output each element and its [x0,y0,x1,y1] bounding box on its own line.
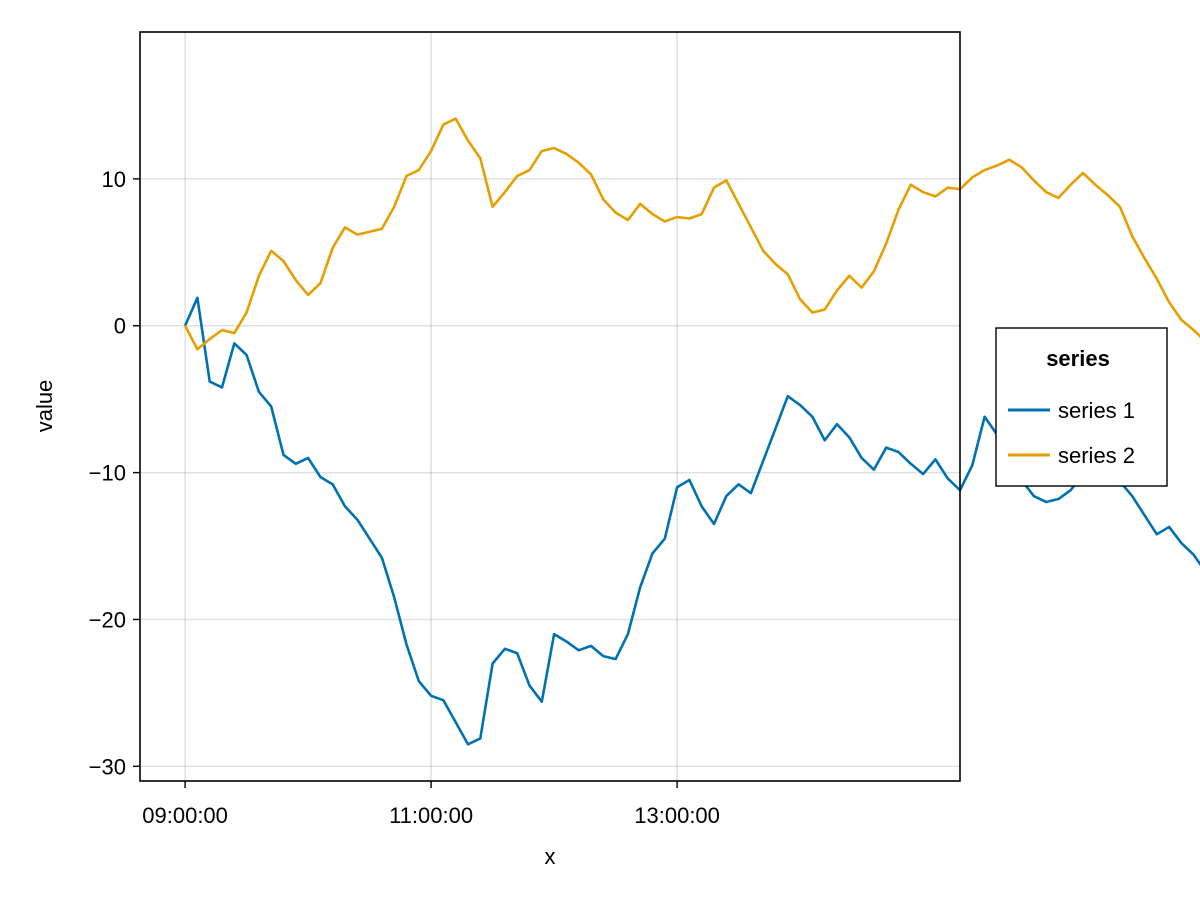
series-line-2 [183,117,1200,351]
plot-frame [139,31,961,782]
legend-label-series-1: series 1 [1058,398,1135,423]
x-tick-label: 11:00:00 [389,803,473,828]
data-lines [183,117,1200,746]
x-tick-label: 09:00:00 [142,803,228,828]
y-tick-label: 0 [114,314,126,339]
legend-title: series [1046,346,1110,371]
legend: series series 1 series 2 [995,327,1168,487]
series-line-1 [183,296,1200,746]
x-axis-label: x [545,844,556,869]
x-tick-label: 13:00:00 [634,803,720,828]
y-tick-label: −20 [89,607,126,632]
y-tick-label: −30 [89,754,126,779]
y-axis-ticks: −30 −20 −10 0 10 [89,167,140,779]
grid-lines [140,32,960,781]
y-tick-label: 10 [102,167,126,192]
y-tick-label: −10 [89,461,126,486]
legend-label-series-2: series 2 [1058,443,1135,468]
y-axis-label: value [32,380,57,433]
x-axis-ticks: 09:00:00 11:00:00 13:00:00 [142,781,720,828]
legend-box [995,327,1168,487]
